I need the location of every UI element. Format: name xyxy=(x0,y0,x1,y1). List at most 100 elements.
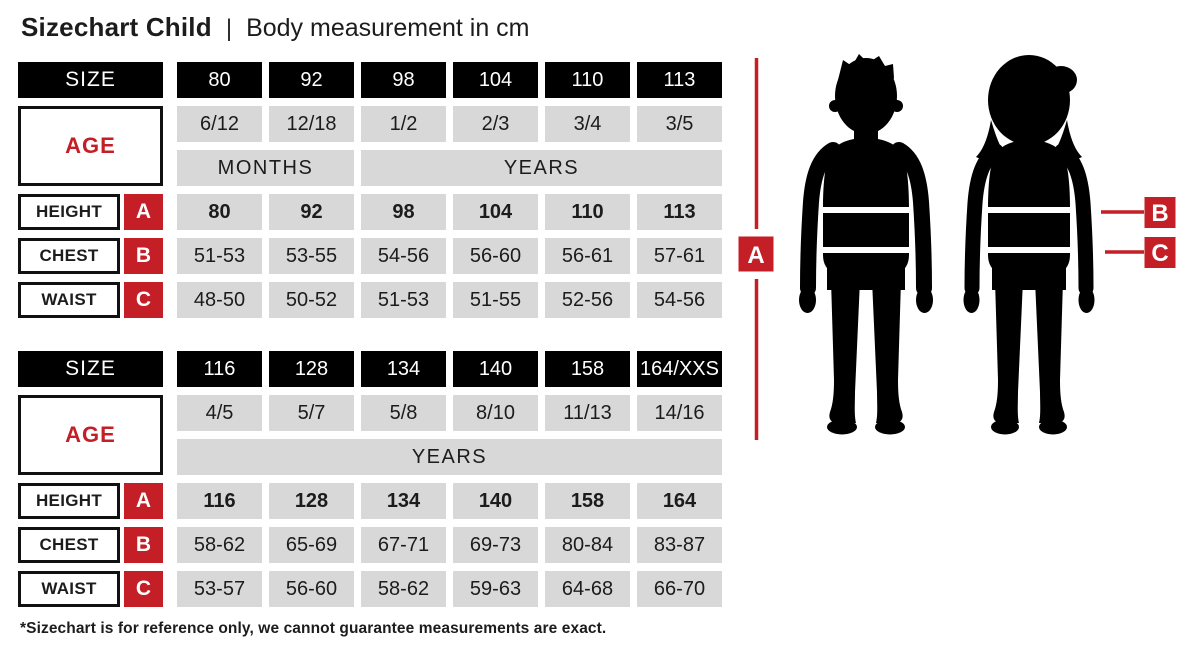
table-cell: 116 xyxy=(177,351,262,387)
table-cell: 51-53 xyxy=(361,282,446,318)
age-unit-years: YEARS xyxy=(177,439,722,475)
table-cell: 66-70 xyxy=(637,571,722,607)
age-label: AGE xyxy=(18,395,163,475)
table-cell: 110 xyxy=(545,194,630,230)
marker-b-badge: B xyxy=(124,527,163,563)
age-row: AGE 4/5 5/7 5/8 8/10 11/13 14/16 YEARS xyxy=(18,395,722,475)
marker-a-letter: A xyxy=(747,242,764,269)
height-row: HEIGHT A 80 92 98 104 110 113 xyxy=(18,194,722,230)
age-values-stack: 4/5 5/7 5/8 8/10 11/13 14/16 YEARS xyxy=(177,395,722,475)
size-label: SIZE xyxy=(18,62,163,98)
table-cell: 83-87 xyxy=(637,527,722,563)
table-cell: 116 xyxy=(177,483,262,519)
table-cell: 92 xyxy=(269,62,354,98)
marker-c-badge: C xyxy=(124,571,163,607)
size-values: 116 128 134 140 158 164/XXS xyxy=(177,351,722,387)
waist-label: WAIST xyxy=(18,282,120,318)
table-cell: 51-55 xyxy=(453,282,538,318)
chest-label: CHEST xyxy=(18,238,120,274)
marker-c-badge: C xyxy=(124,282,163,318)
table-cell: 56-60 xyxy=(453,238,538,274)
table-cell: 3/5 xyxy=(637,106,722,142)
table-cell: 58-62 xyxy=(361,571,446,607)
table-cell: 98 xyxy=(361,194,446,230)
age-values: 6/12 12/18 1/2 2/3 3/4 3/5 xyxy=(177,106,722,142)
marker-a-badge: A xyxy=(124,483,163,519)
body-measurement-diagram: A B C xyxy=(738,54,1176,440)
age-values-stack: 6/12 12/18 1/2 2/3 3/4 3/5 MONTHS YEARS xyxy=(177,106,722,186)
sizechart-table-large: SIZE 116 128 134 140 158 164/XXS AGE 4/5 5/7 5/… xyxy=(18,351,722,615)
table-cell: 2/3 xyxy=(453,106,538,142)
figure-marker-c: C xyxy=(1105,237,1176,268)
table-cell: 140 xyxy=(453,483,538,519)
height-label: HEIGHT xyxy=(18,483,120,519)
table-cell: 158 xyxy=(545,483,630,519)
table-cell: 5/7 xyxy=(269,395,354,431)
table-cell: 59-63 xyxy=(453,571,538,607)
table-cell: 51-53 xyxy=(177,238,262,274)
table-cell: 134 xyxy=(361,351,446,387)
marker-c-letter: C xyxy=(1151,240,1168,267)
height-row: HEIGHT A 116 128 134 140 158 164 xyxy=(18,483,722,519)
chest-band-icon xyxy=(823,207,1070,213)
table-cell: 104 xyxy=(453,194,538,230)
boy-silhouette-icon xyxy=(799,54,933,435)
page-header: Sizechart Child | Body measurement in cm xyxy=(21,12,530,43)
table-cell: 164/XXS xyxy=(637,351,722,387)
table-cell: 50-52 xyxy=(269,282,354,318)
table-cell: 80 xyxy=(177,194,262,230)
table-cell: 65-69 xyxy=(269,527,354,563)
age-values: 4/5 5/7 5/8 8/10 11/13 14/16 xyxy=(177,395,722,431)
waist-label: WAIST xyxy=(18,571,120,607)
size-row: SIZE 116 128 134 140 158 164/XXS xyxy=(18,351,722,387)
table-cell: 56-60 xyxy=(269,571,354,607)
table-cell: 3/4 xyxy=(545,106,630,142)
table-cell: 92 xyxy=(269,194,354,230)
height-values: 80 92 98 104 110 113 xyxy=(177,194,722,230)
table-cell: 98 xyxy=(361,62,446,98)
title-separator: | xyxy=(225,15,233,42)
waist-row: WAIST C 48-50 50-52 51-53 51-55 52-56 54-56 xyxy=(18,282,722,318)
age-unit-months: MONTHS xyxy=(177,150,354,186)
table-cell: 56-61 xyxy=(545,238,630,274)
age-units-row: MONTHS YEARS xyxy=(177,150,722,186)
waist-values: 53-57 56-60 58-62 59-63 64-68 66-70 xyxy=(177,571,722,607)
table-cell: 67-71 xyxy=(361,527,446,563)
table-cell: 8/10 xyxy=(453,395,538,431)
figure-marker-a: A xyxy=(738,236,774,272)
table-cell: 134 xyxy=(361,483,446,519)
age-units-row: YEARS xyxy=(177,439,722,475)
height-label: HEIGHT xyxy=(18,194,120,230)
table-cell: 54-56 xyxy=(361,238,446,274)
size-values: 80 92 98 104 110 113 xyxy=(177,62,722,98)
table-cell: 113 xyxy=(637,194,722,230)
page-subtitle: Body measurement in cm xyxy=(246,14,530,42)
size-row: SIZE 80 92 98 104 110 113 xyxy=(18,62,722,98)
table-cell: 53-57 xyxy=(177,571,262,607)
table-cell: 128 xyxy=(269,351,354,387)
table-cell: 140 xyxy=(453,351,538,387)
table-cell: 57-61 xyxy=(637,238,722,274)
marker-b-letter: B xyxy=(1151,200,1168,227)
sizechart-table-small: SIZE 80 92 98 104 110 113 AGE 6/12 12/18 1/2 2/3… xyxy=(18,62,722,326)
table-cell: 53-55 xyxy=(269,238,354,274)
age-unit-years: YEARS xyxy=(361,150,722,186)
table-cell: 11/13 xyxy=(545,395,630,431)
size-label: SIZE xyxy=(18,351,163,387)
chest-row: CHEST B 51-53 53-55 54-56 56-60 56-61 57-61 xyxy=(18,238,722,274)
waist-values: 48-50 50-52 51-53 51-55 52-56 54-56 xyxy=(177,282,722,318)
height-values: 116 128 134 140 158 164 xyxy=(177,483,722,519)
page-title: Sizechart Child xyxy=(21,12,212,42)
marker-b-badge: B xyxy=(124,238,163,274)
table-cell: 12/18 xyxy=(269,106,354,142)
table-cell: 110 xyxy=(545,62,630,98)
table-cell: 1/2 xyxy=(361,106,446,142)
table-cell: 69-73 xyxy=(453,527,538,563)
table-cell: 164 xyxy=(637,483,722,519)
table-cell: 6/12 xyxy=(177,106,262,142)
table-cell: 52-56 xyxy=(545,282,630,318)
waist-band-icon xyxy=(822,247,1071,253)
age-label: AGE xyxy=(18,106,163,186)
waist-row: WAIST C 53-57 56-60 58-62 59-63 64-68 66-70 xyxy=(18,571,722,607)
